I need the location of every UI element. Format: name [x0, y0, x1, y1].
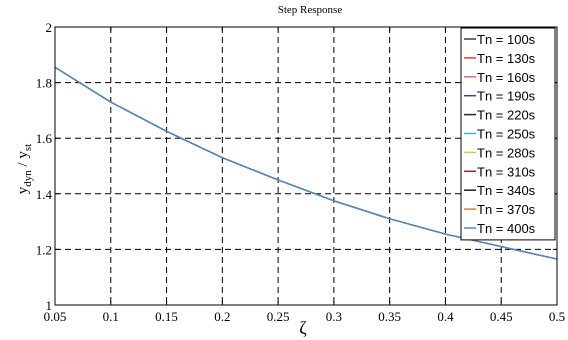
legend-box — [460, 27, 556, 241]
legend-label: Tn = 130s — [477, 51, 536, 66]
legend-label: Tn = 220s — [477, 108, 536, 123]
legend-label: Tn = 160s — [477, 70, 536, 85]
y-tick-label: 1.8 — [36, 76, 52, 91]
y-tick-layer: 1 1.2 1.4 1.6 1.8 2 — [36, 20, 557, 313]
x-tick-label: 0.5 — [549, 309, 565, 324]
y-label-main: y — [15, 186, 31, 194]
y-label-sub-st: st — [22, 144, 34, 151]
legend-label: Tn = 340s — [477, 183, 536, 198]
y-tick-label: 1.4 — [36, 187, 53, 202]
legend-label: Tn = 370s — [477, 202, 536, 217]
x-tick-label: 0.1 — [103, 309, 119, 324]
x-tick-layer: 0.05 0.1 0.15 0.2 0.25 0.3 0.35 0.4 0.45 0.5 — [44, 27, 565, 324]
x-tick-label: 0.45 — [490, 309, 513, 324]
legend-label: Tn = 250s — [477, 127, 536, 142]
x-tick-label: 0.3 — [326, 309, 342, 324]
plot-frame — [54, 26, 558, 306]
grid-layer — [55, 27, 557, 305]
x-tick-label: 0.35 — [378, 309, 401, 324]
y-tick-label: 1.2 — [36, 242, 52, 257]
legend-label: Tn = 400s — [477, 221, 536, 236]
x-tick-label: 0.05 — [44, 309, 67, 324]
chart-title: Step Response — [278, 4, 343, 16]
legend-label: Tn = 310s — [477, 164, 536, 179]
x-tick-label: 0.2 — [214, 309, 230, 324]
x-tick-label: 0.15 — [155, 309, 178, 324]
y-tick-label: 2 — [46, 20, 53, 35]
y-tick-label: 1.6 — [36, 131, 53, 146]
x-tick-label: 0.25 — [267, 309, 290, 324]
y-axis-label: ydyn / yst — [15, 144, 34, 195]
legend-label: Tn = 190s — [477, 89, 536, 104]
y-label-separator: / y — [15, 151, 31, 171]
y-label-sub-dyn: dyn — [22, 170, 34, 187]
legend-label: Tn = 280s — [477, 145, 536, 160]
svg-text:ydyn / yst: ydyn / yst — [15, 144, 34, 195]
legend: Tn = 100s Tn = 130s Tn = 160s Tn = 190s Tn =… — [460, 27, 556, 241]
legend-label: Tn = 100s — [477, 32, 536, 47]
x-tick-label: 0.4 — [437, 309, 454, 324]
x-axis-label: ζ — [299, 318, 307, 338]
y-tick-label: 1 — [46, 298, 53, 313]
